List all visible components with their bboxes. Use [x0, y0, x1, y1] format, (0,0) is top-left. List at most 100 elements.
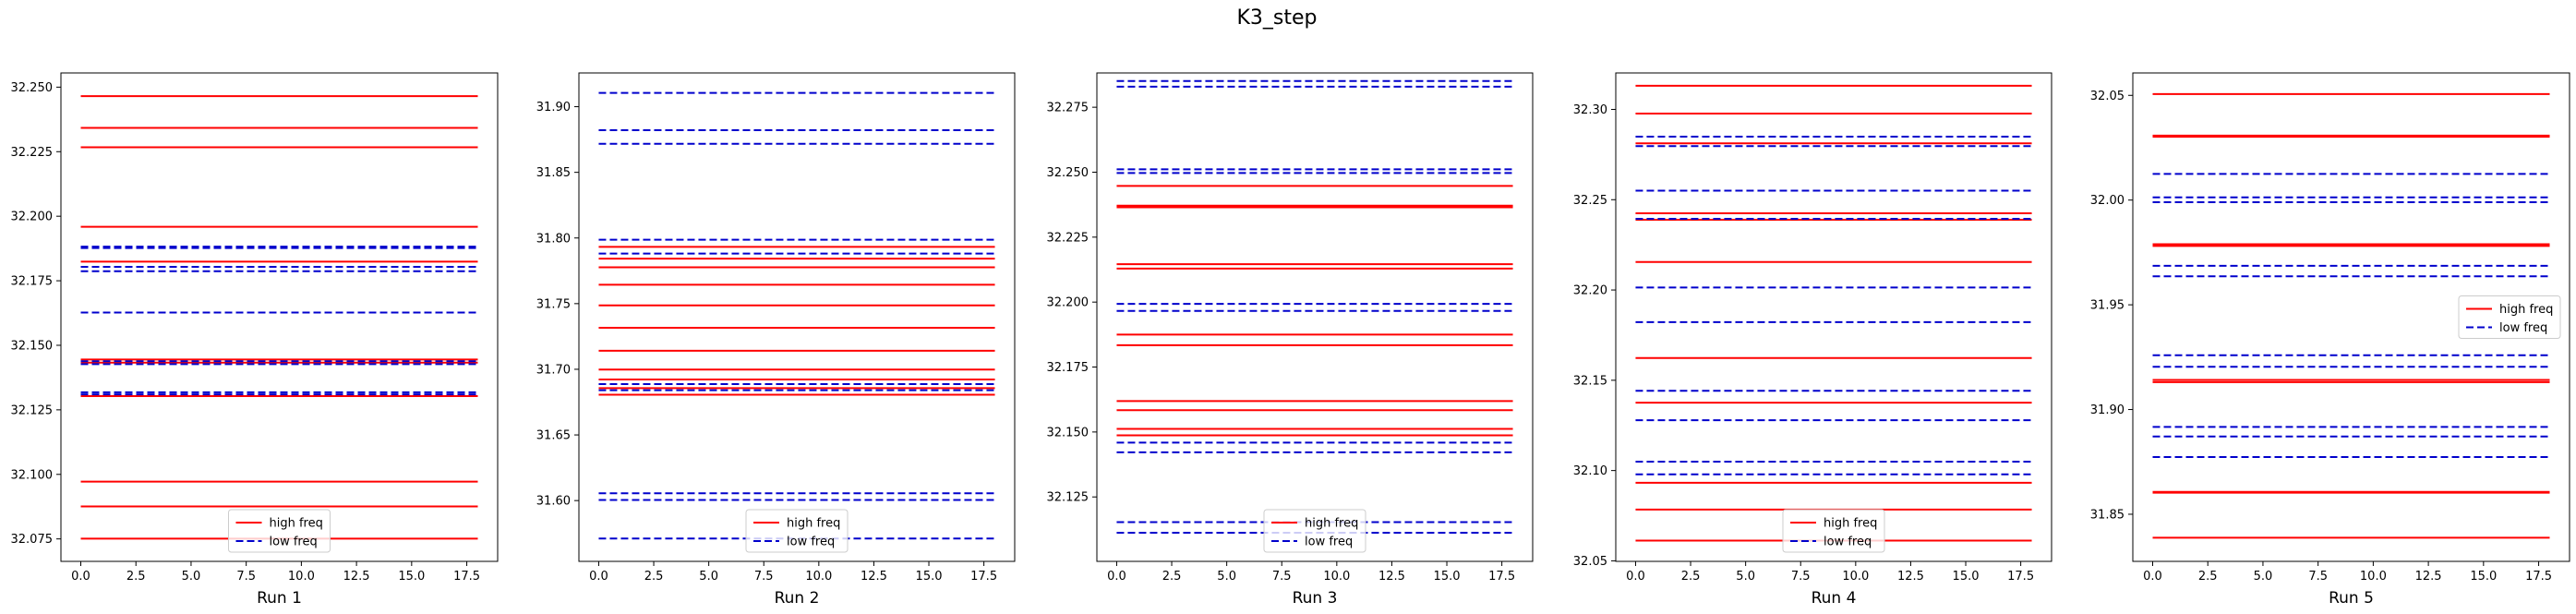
- x-tick-label: 10.0: [805, 570, 832, 584]
- legend-high-freq-label: high freq: [787, 517, 840, 531]
- x-tick-label: 12.5: [861, 570, 887, 584]
- x-tick-label: 12.5: [2415, 570, 2442, 584]
- x-tick-label: 2.5: [644, 570, 664, 584]
- x-tick-label: 0.0: [1107, 570, 1126, 584]
- x-tick-label: 7.5: [1272, 570, 1292, 584]
- y-tick-label: 32.125: [11, 403, 54, 417]
- x-tick-label: 10.0: [288, 570, 315, 584]
- legend: high freq low freq: [1782, 509, 1885, 553]
- legend-low-freq-label: low freq: [270, 536, 318, 549]
- y-tick-label: 31.85: [536, 166, 571, 180]
- subplot-run-1: 0.0 2.5 5.0 7.5 10.0 12.5 15.0 17.5 32.075 32.100…: [11, 72, 499, 608]
- y-tick-label: 32.225: [11, 146, 54, 160]
- subplots: 0.0 2.5 5.0 7.5 10.0 12.5 15.0 17.532.07532.100…: [11, 72, 2570, 608]
- subplot-run-4: 0.0 2.5 5.0 7.5 10.0 12.5 15.0 17.5 32.05 32.10 32…: [1573, 72, 2052, 608]
- x-tick-label: 7.5: [236, 570, 256, 584]
- y-tick-label: 32.175: [11, 275, 54, 289]
- x-tick-label: 5.0: [2254, 570, 2273, 584]
- y-tick-label: 32.30: [1573, 103, 1607, 117]
- x-tick-label: 2.5: [1162, 570, 1182, 584]
- x-tick-label: 2.5: [126, 570, 146, 584]
- x-tick-label: 10.0: [1323, 570, 1350, 584]
- x-tick-label: 5.0: [182, 570, 201, 584]
- y-tick-label: 32.05: [2090, 90, 2125, 103]
- y-tick-label: 32.25: [1573, 194, 1607, 208]
- x-tick-label: 12.5: [343, 570, 370, 584]
- subplot-run-5: 0.0 2.5 5.0 7.5 10.0 12.5 15.0 17.5 31.85 31.90 31…: [2090, 72, 2570, 608]
- y-tick-label: 31.75: [536, 297, 571, 311]
- y-tick-label: 32.100: [11, 468, 54, 482]
- axes-frame: [2132, 72, 2570, 562]
- x-tick-label: 17.5: [2007, 570, 2034, 584]
- y-tick-label: 32.20: [1573, 284, 1607, 298]
- x-tick-label: 12.5: [1378, 570, 1405, 584]
- y-tick-label: 31.65: [536, 429, 571, 443]
- figure-title: K3_step: [1236, 6, 1317, 30]
- x-tick-label: 15.0: [1953, 570, 1980, 584]
- y-tick-label: 32.10: [1573, 464, 1607, 478]
- y-tick-label: 32.200: [11, 211, 54, 224]
- x-tick-label: 10.0: [1842, 570, 1869, 584]
- y-tick-label: 31.95: [2090, 299, 2125, 313]
- x-tick-label: 2.5: [1681, 570, 1701, 584]
- x-tick-label: 17.5: [453, 570, 480, 584]
- x-axis-label: Run 2: [775, 589, 820, 608]
- y-tick-label: 32.125: [1047, 491, 1089, 505]
- y-tick-label: 32.150: [11, 339, 54, 353]
- y-tick-label: 32.150: [1047, 426, 1089, 439]
- x-tick-label: 17.5: [2525, 570, 2552, 584]
- y-tick-label: 32.00: [2090, 194, 2125, 208]
- x-tick-label: 0.0: [2143, 570, 2162, 584]
- x-axis-label: Run 3: [1293, 589, 1338, 608]
- y-tick-label: 32.15: [1573, 374, 1607, 388]
- axes-frame: [1615, 72, 2052, 562]
- y-tick-label: 31.80: [536, 232, 571, 246]
- y-tick-label: 32.175: [1047, 361, 1089, 375]
- x-tick-label: 15.0: [916, 570, 943, 584]
- y-tick-label: 32.075: [11, 533, 54, 547]
- x-tick-label: 5.0: [1217, 570, 1236, 584]
- y-tick-label: 31.90: [536, 101, 571, 114]
- x-tick-label: 15.0: [398, 570, 425, 584]
- x-tick-label: 2.5: [2198, 570, 2218, 584]
- legend-high-freq-label: high freq: [270, 517, 323, 531]
- legend-high-freq-label: high freq: [1305, 517, 1358, 531]
- x-tick-label: 0.0: [1626, 570, 1645, 584]
- x-tick-label: 15.0: [2470, 570, 2497, 584]
- legend-high-freq-label: high freq: [1824, 517, 1877, 531]
- y-tick-label: 31.60: [536, 495, 571, 509]
- legend-low-freq-label: low freq: [2499, 321, 2547, 335]
- x-tick-label: 7.5: [1791, 570, 1811, 584]
- y-tick-label: 32.200: [1047, 296, 1089, 310]
- y-tick-label: 32.225: [1047, 231, 1089, 245]
- legend-low-freq-label: low freq: [1305, 536, 1353, 549]
- x-axis-label: Run 5: [2329, 589, 2374, 608]
- legend-low-freq-label: low freq: [1824, 536, 1872, 549]
- legend: high freq low freq: [2458, 295, 2561, 339]
- y-tick-label: 31.85: [2090, 508, 2125, 522]
- legend: high freq low freq: [228, 509, 331, 553]
- x-tick-label: 7.5: [2308, 570, 2328, 584]
- legend-low-freq-label: low freq: [787, 536, 835, 549]
- x-tick-label: 0.0: [589, 570, 608, 584]
- x-axis-label: Run 1: [257, 589, 302, 608]
- x-tick-label: 15.0: [1434, 570, 1461, 584]
- x-tick-label: 7.5: [754, 570, 774, 584]
- y-tick-label: 32.275: [1047, 102, 1089, 115]
- subplot-run-2: 0.0 2.5 5.0 7.5 10.0 12.5 15.0 17.5 31.60 31.65 31…: [536, 72, 1016, 608]
- y-tick-label: 32.250: [1047, 166, 1089, 180]
- y-tick-label: 31.70: [536, 363, 571, 377]
- subplot-run-3: 0.0 2.5 5.0 7.5 10.0 12.5 15.0 17.5 32.125 32.150…: [1047, 72, 1534, 608]
- axes-frame: [60, 72, 499, 562]
- x-tick-label: 10.0: [2360, 570, 2387, 584]
- x-tick-label: 5.0: [1736, 570, 1755, 584]
- x-axis-label: Run 4: [1812, 589, 1857, 608]
- y-tick-label: 32.250: [11, 81, 54, 95]
- x-tick-label: 17.5: [1488, 570, 1515, 584]
- legend: high freq low freq: [1263, 509, 1366, 553]
- y-tick-label: 32.05: [1573, 555, 1607, 569]
- x-tick-label: 17.5: [970, 570, 997, 584]
- axes-frame: [578, 72, 1016, 562]
- x-tick-label: 12.5: [1897, 570, 1924, 584]
